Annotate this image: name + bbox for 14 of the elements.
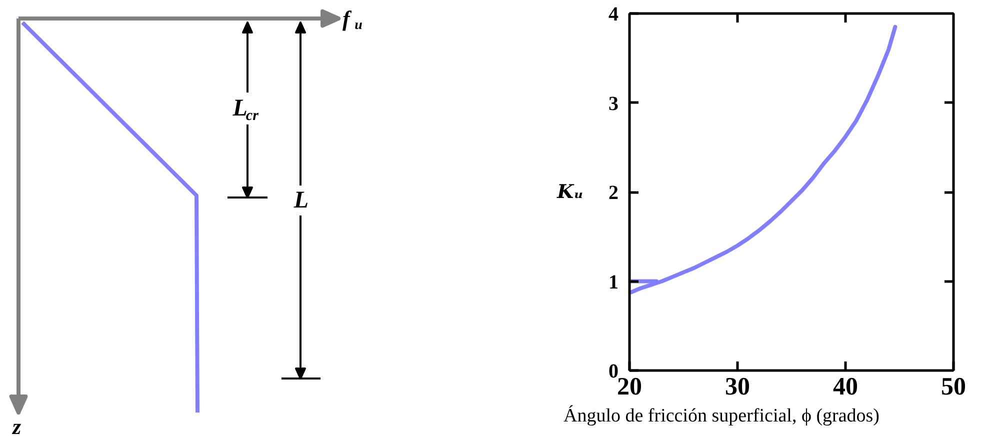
x-tick-label: 40 bbox=[833, 374, 858, 400]
y-tick-label: 3 bbox=[608, 92, 618, 115]
y-tick-label: 1 bbox=[608, 271, 618, 294]
y-axis-title: Kᵤ bbox=[556, 181, 584, 203]
x-axis-title: Ángulo de fricción superficial, ϕ (grados) bbox=[564, 404, 880, 426]
x-tick-label: 50 bbox=[941, 374, 966, 400]
text: L bbox=[292, 188, 309, 214]
x-tick-label: 30 bbox=[725, 374, 750, 400]
text: fu bbox=[342, 6, 363, 34]
x-tick-label: 20 bbox=[617, 374, 642, 400]
y-tick-label: 4 bbox=[608, 4, 618, 26]
y-tick-label: 0 bbox=[608, 360, 618, 382]
y-tick-label: 2 bbox=[608, 182, 618, 204]
text: z bbox=[11, 414, 22, 439]
